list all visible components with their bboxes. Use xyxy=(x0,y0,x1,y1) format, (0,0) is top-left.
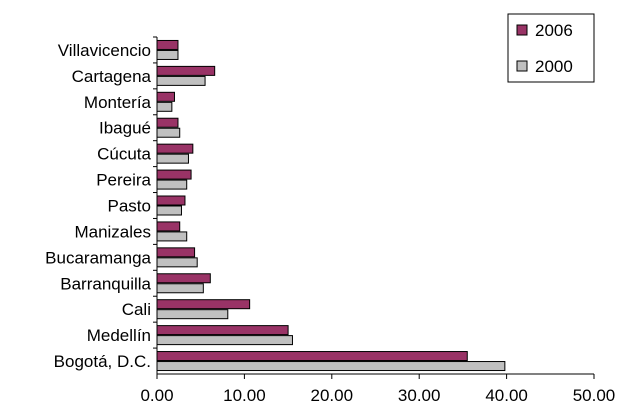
x-tick-label: 40.00 xyxy=(485,386,528,405)
bar-2006 xyxy=(156,117,179,128)
category-label: Montería xyxy=(84,93,152,112)
bar-2006 xyxy=(156,143,194,154)
bar-2006 xyxy=(156,351,468,362)
x-tick-label: 10.00 xyxy=(223,386,266,405)
category-label: Ibagué xyxy=(99,119,151,138)
legend-swatch-2000 xyxy=(516,60,528,72)
bar-2000 xyxy=(156,127,181,138)
category-label: Cartagena xyxy=(72,67,152,86)
legend-swatch-2006 xyxy=(516,24,528,36)
category-label: Cúcuta xyxy=(97,145,151,164)
bar-2000 xyxy=(156,179,188,190)
bar-2006 xyxy=(156,273,211,284)
axes xyxy=(156,37,594,375)
bar-2000 xyxy=(156,49,179,60)
category-label: Barranquilla xyxy=(60,274,151,293)
bar-2000 xyxy=(156,101,173,112)
bars-group xyxy=(156,39,506,372)
bar-2000 xyxy=(156,309,229,320)
x-tick-label: 30.00 xyxy=(398,386,441,405)
category-label: Villavicencio xyxy=(58,41,151,60)
bar-2000 xyxy=(156,335,293,346)
x-tick-label: 20.00 xyxy=(311,386,354,405)
bar-2000 xyxy=(156,257,198,268)
x-ticks: 0.00 10.00 20.00 30.00 40.00 50.00 xyxy=(140,36,616,405)
bar-2006 xyxy=(156,247,196,258)
x-tick-label: 50.00 xyxy=(573,386,616,405)
bar-2000 xyxy=(156,283,204,294)
category-label: Cali xyxy=(122,300,151,319)
category-label: Pereira xyxy=(96,171,151,190)
bar-2006 xyxy=(156,221,181,232)
bar-2006 xyxy=(156,65,216,76)
bar-2006 xyxy=(156,91,175,102)
category-label: Pasto xyxy=(108,197,151,216)
bar-2000 xyxy=(156,231,188,242)
bar-2006 xyxy=(156,299,251,310)
bar-2006 xyxy=(156,195,186,206)
category-label: Medellín xyxy=(87,326,151,345)
category-label: Bucaramanga xyxy=(45,248,151,267)
bar-2000 xyxy=(156,75,206,86)
bar-2006 xyxy=(156,39,179,50)
bar-2000 xyxy=(156,361,506,372)
category-label: Bogotá, D.C. xyxy=(54,352,151,371)
bar-2006 xyxy=(156,325,289,336)
legend-label-2000: 2000 xyxy=(535,57,573,76)
category-label: Manizales xyxy=(74,222,151,241)
bar-2006 xyxy=(156,169,192,180)
bar-2000 xyxy=(156,205,182,216)
legend: 2006 2000 xyxy=(507,13,595,83)
category-labels: Villavicencio Cartagena Montería Ibagué Cúcu… xyxy=(45,41,151,371)
x-tick-label: 0.00 xyxy=(140,386,173,405)
bar-2000 xyxy=(156,153,189,164)
legend-label-2006: 2006 xyxy=(535,21,573,40)
